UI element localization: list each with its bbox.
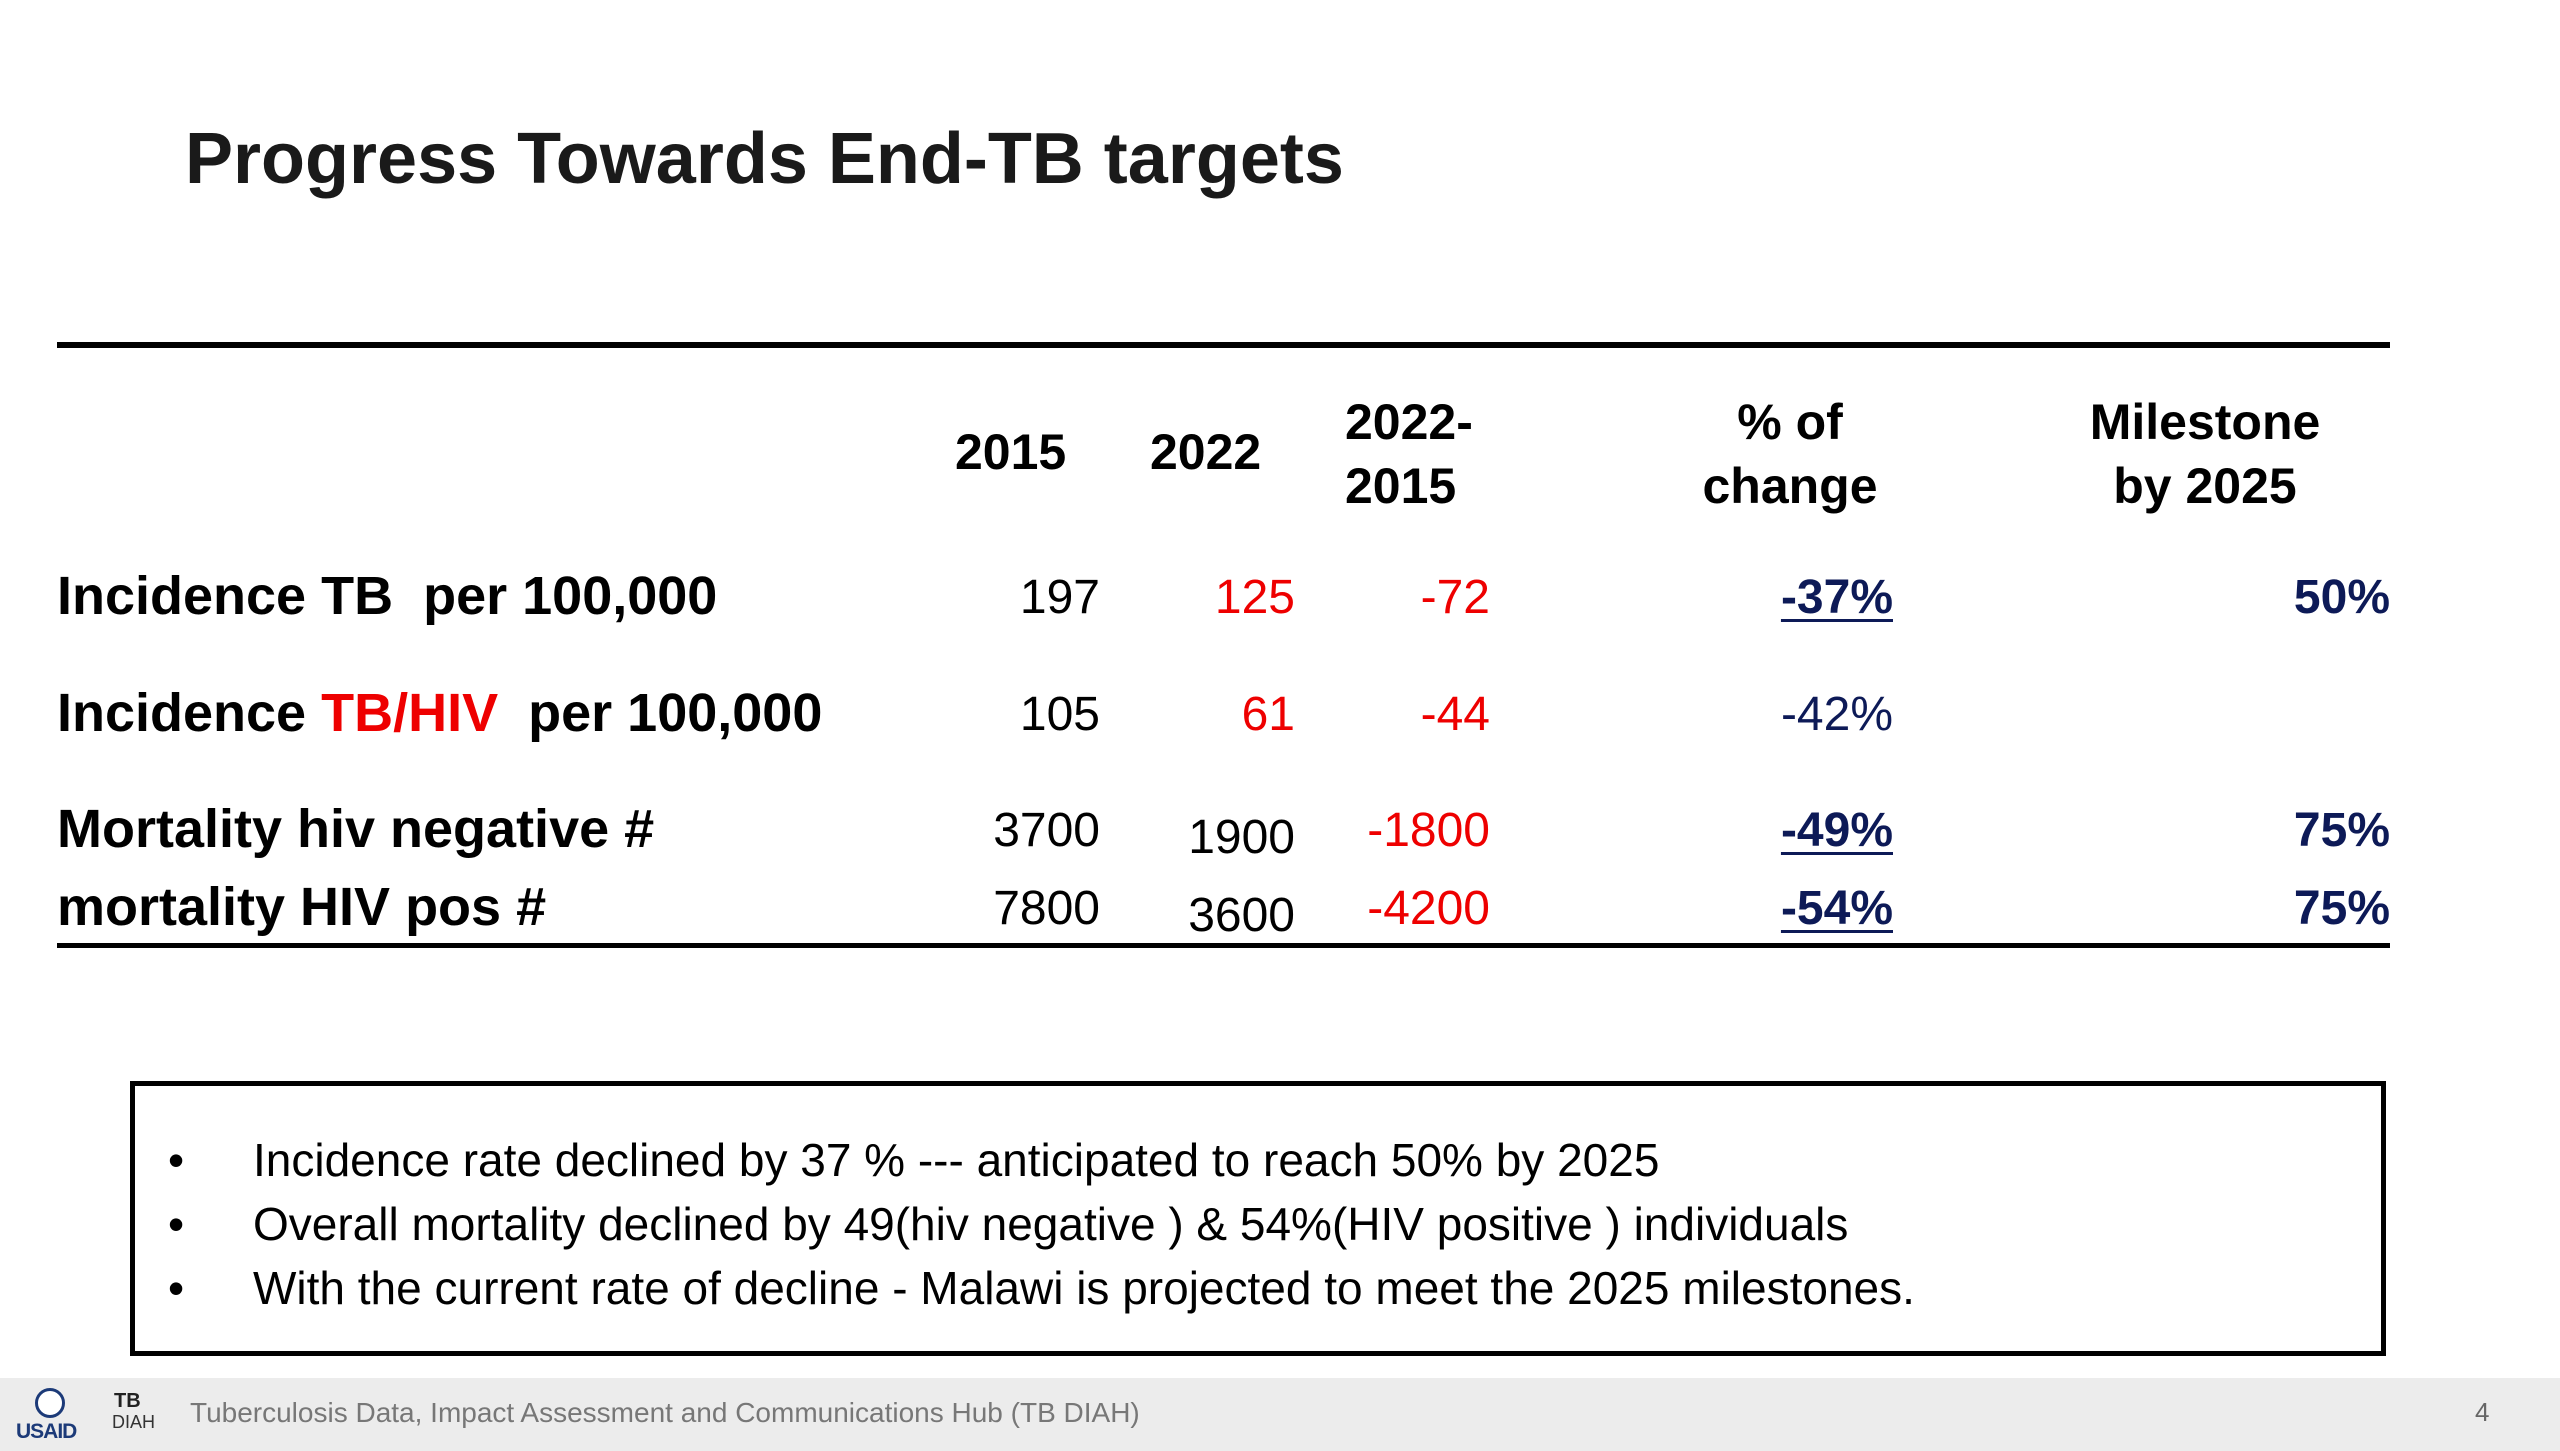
cell-2015: 3700: [993, 804, 1100, 857]
page-number: 4: [2475, 1397, 2490, 1427]
header-percent-line2: change: [1702, 458, 1878, 514]
cell-2015: 197: [1019, 571, 1100, 624]
row-label-part: Incidence: [57, 683, 307, 743]
percent-value: -49%: [1780, 804, 1893, 857]
cell-milestone: 50%: [2293, 571, 2390, 624]
header-2022: 2022: [1150, 424, 1262, 480]
usaid-logo-text: USAID: [16, 1420, 77, 1443]
row-label-part: per 100,000: [393, 566, 718, 626]
header-milestone-line1: Milestone: [2089, 394, 2321, 450]
table-bottom-rule: [57, 943, 2390, 948]
header-percent-line1: % of: [1737, 394, 1843, 450]
row-label-part: Incidence: [57, 566, 307, 626]
summary-list: • Incidence rate declined by 37 % --- ant…: [163, 1128, 1915, 1320]
usaid-seal-icon: [35, 1388, 65, 1418]
usaid-logo: USAID: [16, 1388, 86, 1444]
bullet-icon: •: [168, 1134, 185, 1186]
cell-2022: 3600: [1188, 889, 1295, 942]
summary-box: • Incidence rate declined by 37 % --- ant…: [130, 1081, 2386, 1356]
diah-logo-text: DIAH: [112, 1412, 156, 1432]
row-label-incidence-tb: Incidence TB per 100,000: [57, 565, 717, 627]
summary-item: • With the current rate of decline - Mala…: [163, 1256, 1915, 1320]
summary-text: Overall mortality declined by 49(hiv neg…: [253, 1198, 1849, 1250]
footer-bar: USAID TB DIAH Tuberculosis Data, Impact …: [0, 1378, 2560, 1451]
cell-2022: 125: [1214, 571, 1295, 624]
row-label-part: per 100,000: [498, 683, 823, 743]
table-top-rule: [57, 342, 2390, 348]
cell-2015: 7800: [993, 882, 1100, 935]
cell-percent-change: -49%: [1693, 803, 1893, 858]
row-label-part: TB/HIV: [321, 683, 499, 743]
header-milestone: Milestone by 2025: [2085, 390, 2325, 518]
page-title: Progress Towards End-TB targets: [185, 119, 1344, 199]
summary-item: • Overall mortality declined by 49(hiv ne…: [163, 1192, 1915, 1256]
row-label-incidence-tbhiv: Incidence TB/HIV per 100,000: [57, 682, 822, 744]
summary-text: Incidence rate declined by 37 % --- anti…: [253, 1134, 1660, 1186]
header-difference: 2022- 2015: [1345, 390, 1473, 518]
cell-2022: 61: [1241, 688, 1295, 741]
cell-percent-change: -37%: [1693, 570, 1893, 625]
tb-diah-logo: TB DIAH: [108, 1390, 162, 1442]
cell-2015: 105: [1019, 688, 1100, 741]
cell-milestone: 75%: [2293, 804, 2390, 857]
row-label-part: TB: [321, 566, 394, 626]
percent-value: -42%: [1780, 688, 1893, 741]
percent-value: -37%: [1780, 571, 1893, 624]
cell-difference: -72: [1420, 571, 1490, 624]
cell-2022: 1900: [1188, 811, 1295, 864]
summary-text: With the current rate of decline - Malaw…: [253, 1262, 1915, 1314]
cell-difference: -44: [1420, 688, 1490, 741]
cell-milestone: 75%: [2293, 882, 2390, 935]
header-difference-line2: 2015: [1345, 458, 1457, 514]
cell-percent-change: -42%: [1693, 687, 1893, 742]
header-percent-change: % of change: [1700, 390, 1880, 518]
cell-difference: -1800: [1367, 804, 1490, 857]
header-2015: 2015: [955, 424, 1067, 480]
row-label-mortality-hiv-pos: mortality HIV pos #: [57, 877, 547, 937]
bullet-icon: •: [168, 1262, 185, 1314]
cell-percent-change: -54%: [1693, 881, 1893, 936]
cell-difference: -4200: [1367, 882, 1490, 935]
percent-value: -54%: [1780, 882, 1893, 935]
header-milestone-line2: by 2025: [2113, 458, 2297, 514]
tb-logo-text: TB: [114, 1390, 141, 1412]
row-label-mortality-hiv-negative: Mortality hiv negative #: [57, 799, 655, 859]
summary-item: • Incidence rate declined by 37 % --- ant…: [163, 1128, 1915, 1192]
footer-text: Tuberculosis Data, Impact Assessment and…: [190, 1397, 1140, 1428]
header-difference-line1: 2022-: [1345, 394, 1473, 450]
bullet-icon: •: [168, 1198, 185, 1250]
